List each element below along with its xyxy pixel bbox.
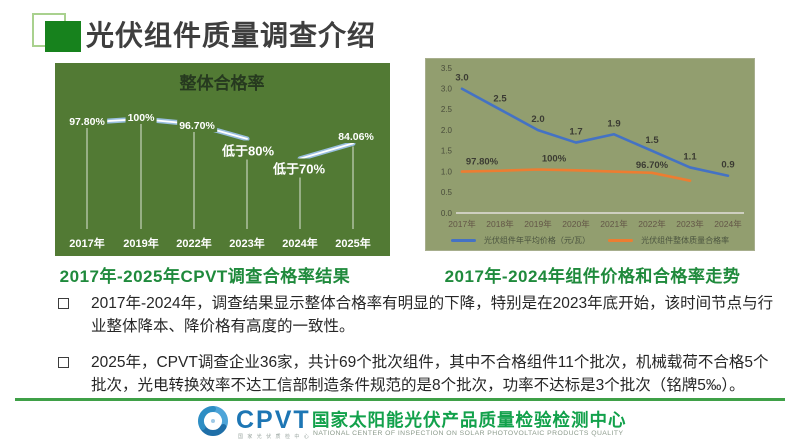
x-axis-label: 2024年: [714, 219, 742, 229]
chart-title: 整体合格率: [180, 73, 265, 93]
data-point-label: 低于80%: [219, 140, 277, 160]
square-bullet-icon: [58, 298, 69, 309]
bullet-list: 2017年-2024年，调查结果显示整体合格率有明显的下降，特别是在2023年底…: [50, 292, 782, 397]
cpvt-logo-icon: [198, 406, 228, 436]
data-point-label: 100%: [542, 153, 567, 164]
bullet-text: 2025年，CPVT调查企业36家，共计69个批次组件，其中不合格组件11个批次…: [91, 353, 769, 394]
pass-rate-line: [299, 142, 354, 160]
list-item: 2025年，CPVT调查企业36家，共计69个批次组件，其中不合格组件11个批次…: [50, 351, 782, 398]
x-axis-label: 2022年: [176, 238, 212, 250]
x-axis-label: 2017年: [448, 219, 476, 229]
data-point-label: 97.80%: [466, 157, 499, 168]
data-point-label: 1.9: [607, 118, 620, 129]
y-axis-tick: 1.0: [441, 167, 453, 176]
y-axis-tick: 0.5: [441, 188, 453, 197]
data-point-label: 1.1: [683, 151, 697, 162]
cpvt-logo-subtext: 国 家 光 伏 质 检 中 心: [238, 434, 311, 440]
y-axis-tick: 3.5: [441, 64, 453, 73]
x-axis-label: 2018年: [486, 219, 514, 229]
x-axis-label: 2023年: [229, 238, 265, 250]
data-point-label: 1.7: [569, 127, 582, 138]
data-point-label: 97.80%: [67, 116, 107, 129]
pass-rate-chart-canvas: 整体合格率: [84, 73, 356, 229]
legend-swatch-price: [450, 239, 476, 242]
data-point-label: 2.5: [493, 93, 507, 104]
footer-org-name-en: NATIONAL CENTER OF INSPECTION ON SOLAR P…: [313, 430, 624, 437]
data-point-label: 低于70%: [270, 158, 328, 178]
legend-label-pass-rate: 光伏组件整体质量合格率: [641, 236, 730, 245]
data-point-label: 100%: [125, 112, 157, 124]
x-axis-label: 2024年: [282, 238, 318, 250]
x-axis-label: 2023年: [676, 219, 704, 229]
square-bullet-icon: [58, 356, 69, 368]
data-point-label: 1.5: [645, 135, 659, 146]
y-axis-tick: 3.0: [441, 85, 453, 94]
data-point-label: 3.0: [455, 73, 468, 84]
legend-swatch-pass-rate: [608, 239, 634, 242]
page-title: 光伏组件质量调查介绍: [86, 20, 377, 51]
y-axis-tick: 0.0: [441, 209, 453, 218]
data-point-label: 96.70%: [636, 160, 669, 171]
pass-rate-line: [86, 118, 248, 140]
right-chart-caption: 2017年-2024年组件价格和合格率走势: [444, 267, 741, 286]
series-line-0: [460, 87, 730, 178]
y-axis-tick: 2.0: [441, 126, 453, 135]
x-axis-label: 2025年: [335, 238, 371, 250]
footer-org-name-cn: 国家太阳能光伏产品质量检验检测中心: [312, 410, 627, 430]
x-axis-label: 2022年: [638, 219, 666, 229]
left-chart-caption: 2017年-2025年CPVT调查合格率结果: [59, 267, 351, 286]
series-line-1: [460, 168, 692, 182]
x-axis-label: 2019年: [524, 219, 552, 229]
x-axis-label: 2017年: [69, 238, 105, 250]
price-vs-pass-rate-chart: 光伏组件年平均价格（元/瓦） 光伏组件整体质量合格率 3.5 3.0 2.5 2.0 1…: [425, 58, 755, 251]
y-axis-tick: 2.5: [441, 105, 453, 114]
data-point-label: 96.70%: [177, 120, 217, 133]
x-axis-label: 2020年: [562, 219, 590, 229]
overall-pass-rate-chart: 整体合格率 97.80% 100% 96.70% 低于80% 低于70% 84.06% 201…: [55, 63, 390, 256]
legend-label-price: 光伏组件年平均价格（元/瓦）: [483, 236, 591, 245]
bullet-text: 2017年-2024年，调查结果显示整体合格率有明显的下降，特别是在2023年底…: [91, 295, 774, 336]
x-axis-label: 2021年: [600, 219, 628, 229]
data-point-label: 2.0: [531, 114, 544, 125]
list-item: 2017年-2024年，调查结果显示整体合格率有明显的下降，特别是在2023年底…: [50, 292, 782, 339]
cpvt-logo-text: CPVT: [236, 406, 311, 434]
chart-legend: 光伏组件年平均价格（元/瓦） 光伏组件整体质量合格率: [426, 235, 754, 246]
footer-divider: [15, 398, 785, 401]
x-axis-label: 2019年: [123, 238, 159, 250]
data-point-label: 0.9: [721, 160, 734, 171]
data-point-label: 84.06%: [336, 131, 376, 144]
y-axis-tick: 1.5: [441, 147, 453, 156]
title-decoration-solid-square: [45, 21, 81, 52]
